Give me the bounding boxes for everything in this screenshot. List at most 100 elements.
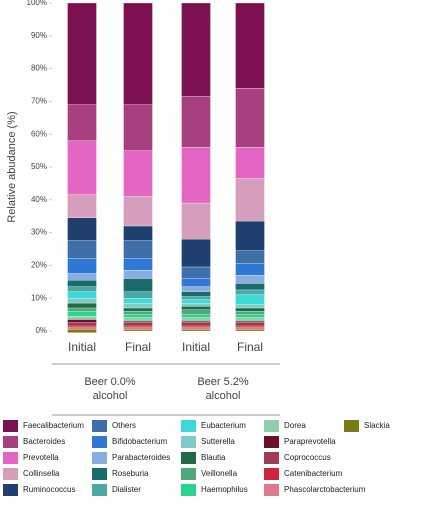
bar-segment [123, 104, 153, 151]
bar-segment [123, 291, 153, 299]
bar-segment [181, 239, 211, 268]
bar-segment [67, 2, 97, 105]
bar-segment [235, 325, 265, 328]
bar-segment [67, 329, 97, 333]
bar-segment [181, 325, 211, 328]
bar-segment [123, 311, 153, 315]
bar-segment [235, 307, 265, 312]
legend-swatch [3, 420, 18, 432]
bar-segment [181, 299, 211, 304]
legend-label: Faecalibacterium [23, 421, 84, 430]
legend-label: Blautia [201, 453, 226, 462]
group-label: alcohol [206, 390, 241, 402]
bar-segment [123, 278, 153, 292]
legend-swatch [3, 484, 18, 496]
bar-segment [67, 316, 97, 320]
y-tick-label: 80% [31, 64, 47, 73]
y-tick-label: 90% [31, 31, 47, 40]
legend-label: Eubacterium [201, 421, 246, 430]
bar-segment [181, 327, 211, 330]
bar-segment [235, 283, 265, 291]
y-tick-label: 70% [31, 97, 47, 106]
bar-segment [181, 266, 211, 279]
bar-segment [67, 311, 97, 317]
x-tick-label: Initial [68, 340, 96, 354]
legend-label: Bacteroides [23, 437, 65, 446]
bar-segment [123, 225, 153, 241]
bar-segment [235, 2, 265, 89]
bar-segment [235, 178, 265, 222]
bar-segment [235, 322, 265, 327]
bar-segment [235, 321, 265, 323]
bar-segment [67, 258, 97, 274]
legend-swatch [181, 420, 196, 432]
y-tick-label: 0% [35, 326, 47, 335]
legend-swatch [3, 468, 18, 480]
legend-label: Paraprevotella [284, 437, 336, 446]
bar-segment [235, 220, 265, 251]
bar-segment [123, 258, 153, 271]
legend-label: Dialister [112, 485, 141, 494]
legend-label: Dorea [284, 421, 306, 430]
legend-swatch [181, 484, 196, 496]
bar-segment [181, 309, 211, 315]
y-tick-label: 50% [31, 162, 47, 171]
bar-segment [123, 322, 153, 327]
legend-swatch [264, 436, 279, 448]
bar-segment [235, 147, 265, 179]
bar-segment [235, 327, 265, 330]
legend-swatch [92, 436, 107, 448]
legend-swatch [264, 452, 279, 464]
legend-swatch [264, 468, 279, 480]
bar-segment [235, 311, 265, 315]
legend-label: Veillonella [201, 469, 238, 478]
legend-swatch [92, 420, 107, 432]
y-axis-label: Relative abudance (%) [6, 111, 18, 222]
legend-swatch [181, 436, 196, 448]
bar-segment [235, 294, 265, 305]
bar-segment [181, 306, 211, 310]
bar-segment [123, 314, 153, 319]
bar-segment [67, 140, 97, 196]
bar-segment [235, 329, 265, 332]
bar-segment [181, 317, 211, 322]
bar-segment [123, 270, 153, 279]
y-tick-label: 20% [31, 261, 47, 270]
bar-segment [67, 217, 97, 241]
legend-label: Slackia [364, 421, 390, 430]
bar-segment [123, 2, 153, 105]
bar-segment [235, 289, 265, 296]
bar-segment [67, 286, 97, 292]
legend-swatch [3, 452, 18, 464]
legend-swatch [92, 484, 107, 496]
y-tick-label: 10% [31, 293, 47, 302]
bar-segment [181, 314, 211, 319]
legend-label: Roseburia [112, 469, 149, 478]
y-tick-label: 60% [31, 129, 47, 138]
legend-label: Ruminococcus [23, 485, 75, 494]
bar-segment [181, 147, 211, 204]
legend-label: Parabacteroides [112, 453, 170, 462]
bar-segment [181, 2, 211, 97]
y-tick-label: 30% [31, 228, 47, 237]
y-tick-label: 40% [31, 195, 47, 204]
bar-segment [67, 104, 97, 141]
legend-label: Prevotella [23, 453, 59, 462]
bar-segment [235, 250, 265, 264]
legend-label: Phascolarctobacterium [284, 485, 366, 494]
bar-segment [123, 329, 153, 332]
bar-segment [181, 321, 211, 323]
bar-segment [123, 327, 153, 330]
legend-label: Others [112, 421, 136, 430]
legend-swatch [264, 484, 279, 496]
group-label: Beer 0.0% [84, 376, 136, 388]
legend-swatch [181, 468, 196, 480]
legend-swatch [3, 436, 18, 448]
bar-segment [181, 329, 211, 332]
bar-segment [123, 298, 153, 304]
bar-segment [235, 304, 265, 309]
bar-segment [67, 325, 97, 328]
legend-label: Coprococcus [284, 453, 331, 462]
bar-segment [67, 319, 97, 323]
legend-label: Bifidobacterium [112, 437, 167, 446]
